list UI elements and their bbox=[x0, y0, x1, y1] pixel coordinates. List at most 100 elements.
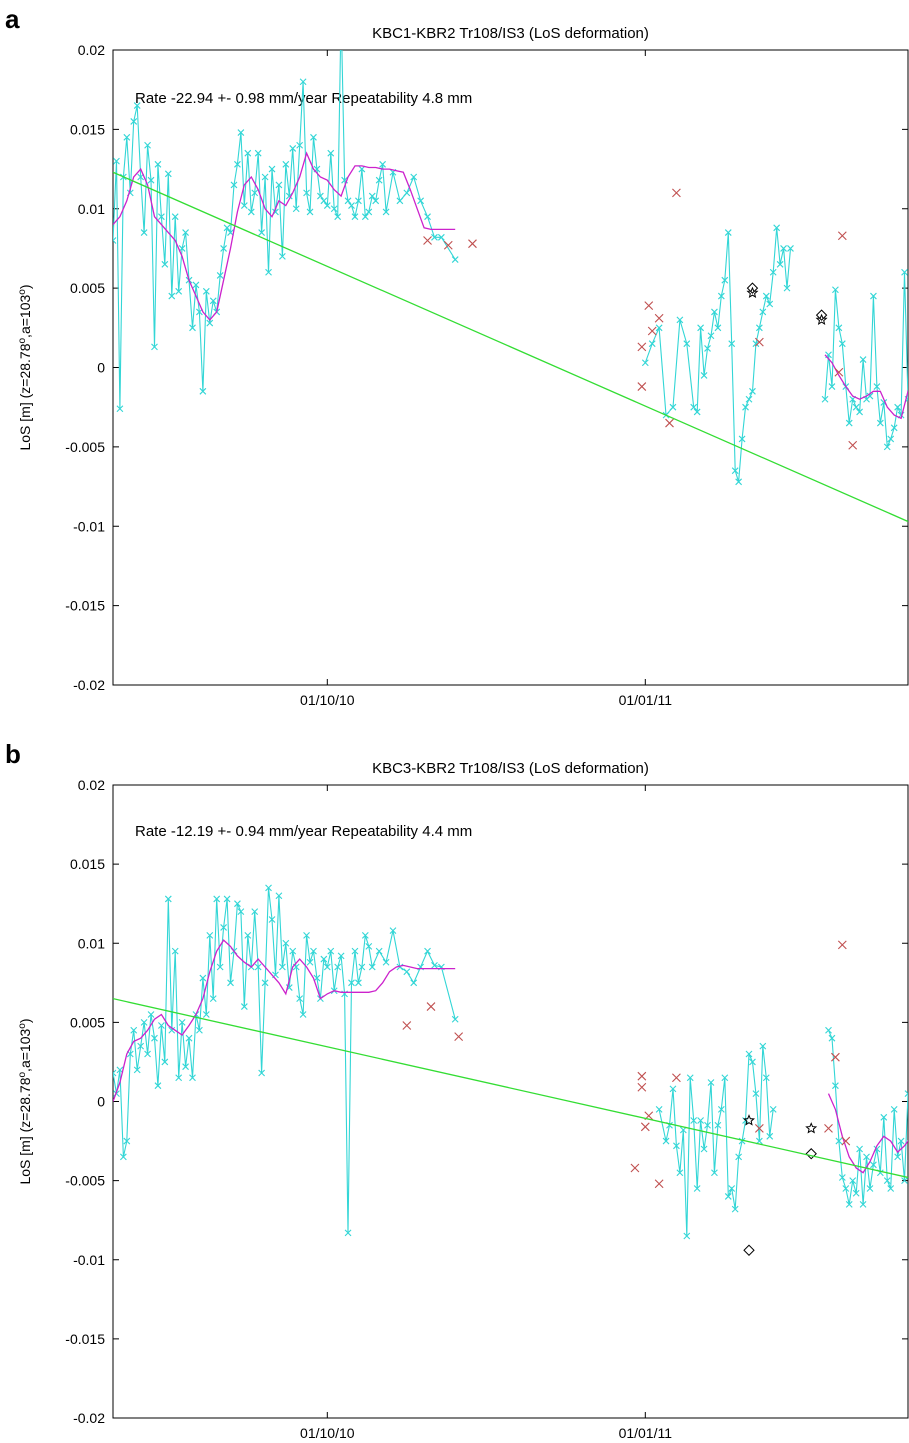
measurement-marker bbox=[171, 213, 179, 221]
measurement-marker bbox=[901, 268, 908, 276]
measurement-marker bbox=[113, 157, 120, 165]
measurement-marker bbox=[856, 1145, 863, 1153]
measurement-marker bbox=[704, 1121, 711, 1129]
measurement-marker bbox=[140, 229, 148, 236]
measurement-marker bbox=[655, 324, 663, 332]
measurement-marker bbox=[348, 202, 355, 209]
measurement-marker bbox=[296, 995, 304, 1003]
measurement-marker bbox=[866, 392, 874, 400]
measurement-marker bbox=[278, 963, 286, 971]
measurement-marker bbox=[164, 170, 172, 178]
y-axis-label: LoS [m] (z=28.78o,a=103o) bbox=[17, 1018, 34, 1184]
measurement-marker bbox=[313, 974, 321, 982]
measurement-marker bbox=[209, 297, 217, 305]
measurement-marker bbox=[669, 1085, 677, 1093]
measurement-marker bbox=[368, 963, 376, 971]
measurement-marker bbox=[137, 1042, 145, 1050]
measurement-marker bbox=[234, 900, 241, 908]
measurement-marker bbox=[700, 1145, 708, 1153]
measurement-marker bbox=[887, 1185, 895, 1192]
measurement-marker bbox=[894, 403, 902, 411]
measurement-marker bbox=[182, 1063, 189, 1071]
measurement-marker bbox=[234, 160, 241, 168]
measurement-marker bbox=[275, 181, 283, 189]
measurement-marker bbox=[223, 224, 231, 232]
measurement-marker bbox=[704, 345, 711, 352]
measurement-marker bbox=[292, 205, 300, 213]
measurement-marker bbox=[711, 308, 718, 316]
measurement-marker bbox=[355, 979, 362, 987]
measurement-marker bbox=[323, 963, 331, 971]
measurement-marker bbox=[116, 405, 124, 413]
measurement-marker bbox=[714, 324, 722, 332]
measurement-marker bbox=[724, 1193, 732, 1200]
smoothed-series-line bbox=[113, 939, 456, 1102]
outlier-marker bbox=[672, 188, 681, 198]
measurement-marker bbox=[728, 340, 736, 348]
measurement-marker bbox=[717, 1106, 725, 1113]
outlier-marker bbox=[637, 342, 647, 352]
measurement-marker bbox=[852, 403, 860, 411]
measurement-marker bbox=[375, 947, 383, 955]
measurement-marker bbox=[876, 419, 884, 427]
measurement-marker bbox=[825, 1026, 832, 1034]
measurement-marker bbox=[655, 1106, 663, 1113]
measurement-marker bbox=[213, 895, 221, 903]
measurement-marker bbox=[182, 229, 189, 236]
measurement-marker bbox=[244, 149, 252, 157]
measurement-marker bbox=[852, 1189, 860, 1197]
measurement-marker bbox=[714, 1121, 722, 1129]
measurement-marker bbox=[890, 424, 898, 432]
measurement-marker bbox=[676, 316, 684, 324]
measurement-marker bbox=[344, 1229, 352, 1237]
x-tick-label: 01/01/11 bbox=[619, 692, 673, 708]
measurement-marker bbox=[320, 955, 328, 963]
measurement-marker bbox=[133, 102, 141, 109]
measurement-marker bbox=[662, 1137, 670, 1145]
measurement-marker bbox=[334, 963, 342, 971]
measurement-marker bbox=[883, 443, 891, 451]
measurement-marker bbox=[845, 1200, 853, 1208]
measurement-marker bbox=[832, 286, 839, 294]
measurement-marker bbox=[842, 1185, 850, 1192]
measurement-marker bbox=[762, 1074, 770, 1082]
outlier-marker bbox=[637, 1082, 647, 1092]
measurement-marker bbox=[368, 192, 376, 200]
y-tick-label: 0.015 bbox=[70, 121, 105, 137]
star-marker bbox=[815, 313, 828, 325]
measurement-marker bbox=[410, 173, 418, 181]
measurement-series-line bbox=[824, 272, 908, 448]
outlier-marker bbox=[848, 440, 858, 450]
measurement-marker bbox=[773, 224, 781, 232]
star-marker bbox=[743, 1114, 755, 1126]
measurement-marker bbox=[358, 963, 366, 971]
measurement-marker bbox=[403, 968, 411, 976]
measurement-marker bbox=[247, 208, 255, 216]
outlier-marker bbox=[841, 1136, 851, 1146]
measurement-marker bbox=[192, 281, 200, 289]
y-tick-label: 0.005 bbox=[70, 1014, 105, 1030]
measurement-marker bbox=[693, 1185, 701, 1192]
measurement-marker bbox=[828, 383, 836, 390]
measurement-marker bbox=[863, 1153, 870, 1161]
measurement-marker bbox=[697, 1117, 704, 1124]
measurement-marker bbox=[268, 165, 276, 173]
measurement-marker bbox=[144, 141, 151, 149]
measurement-marker bbox=[683, 340, 691, 348]
chart-title: KBC3-KBR2 Tr108/IS3 (LoS deformation) bbox=[372, 760, 649, 777]
measurement-marker bbox=[669, 403, 677, 411]
star-marker bbox=[746, 286, 759, 298]
y-tick-label: -0.01 bbox=[73, 1252, 105, 1268]
trend-line bbox=[113, 171, 908, 523]
measurement-marker bbox=[258, 1069, 266, 1077]
outlier-marker bbox=[640, 1122, 650, 1132]
measurement-marker bbox=[351, 947, 359, 955]
measurement-marker bbox=[244, 931, 252, 939]
measurement-marker bbox=[451, 1015, 459, 1023]
measurement-marker bbox=[870, 292, 877, 300]
outlier-marker bbox=[831, 1052, 840, 1062]
measurement-marker bbox=[282, 160, 290, 168]
measurement-series-line bbox=[113, 887, 456, 1233]
outlier-marker bbox=[824, 1124, 833, 1133]
measurement-marker bbox=[859, 356, 867, 363]
